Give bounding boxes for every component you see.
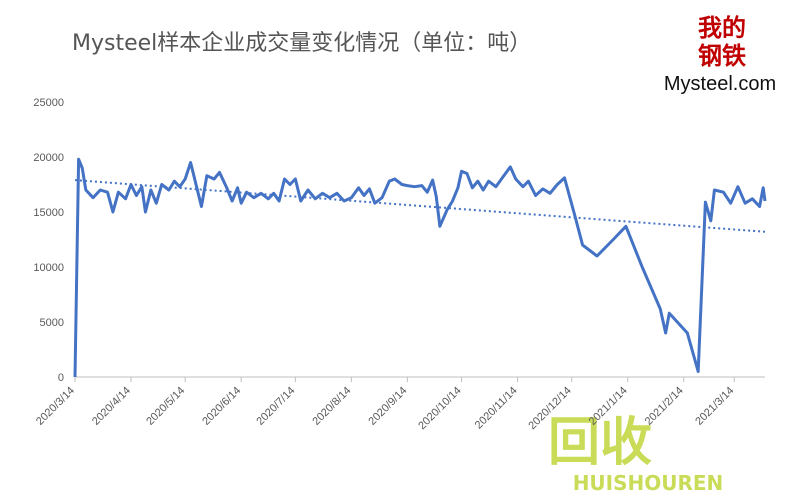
y-tick-label: 5000: [40, 317, 64, 329]
x-tick-label: 2020/7/14: [254, 385, 297, 428]
x-tick-label: 2020/4/14: [90, 385, 133, 428]
y-tick-label: 20000: [33, 152, 64, 164]
y-tick-label: 25000: [33, 97, 64, 109]
y-tick-label: 15000: [33, 207, 64, 219]
logo-brand: Mysteel.com: [664, 73, 776, 95]
chart-title: Mysteel样本企业成交量变化情况（单位：吨）: [72, 31, 531, 56]
x-tick-label: 2020/11/14: [473, 385, 520, 432]
x-tick-label: 2020/9/14: [366, 385, 409, 428]
watermark: 回收 HUISHOUREN: [548, 413, 723, 495]
trend-line: [74, 179, 766, 233]
data-line: [73, 157, 767, 378]
watermark-text: HUISHOUREN: [573, 471, 724, 495]
x-tick-label: 2021/2/14: [643, 385, 686, 428]
logo: 我的 钢铁 Mysteel.com: [664, 14, 776, 95]
x-tick-label: 2021/3/14: [693, 385, 736, 428]
logo-bottom: 钢铁: [698, 42, 746, 70]
x-tick-label: 2020/8/14: [310, 385, 353, 428]
y-tick-label: 0: [58, 372, 64, 384]
watermark-mark: 回收: [548, 413, 652, 473]
x-tick-label: 2020/5/14: [144, 385, 187, 428]
x-tick-label: 2020/3/14: [34, 385, 77, 428]
logo-top: 我的: [698, 14, 746, 42]
x-tick-label: 2020/10/14: [416, 385, 463, 432]
x-tick-label: 2020/6/14: [200, 385, 243, 428]
y-tick-label: 10000: [33, 262, 64, 274]
